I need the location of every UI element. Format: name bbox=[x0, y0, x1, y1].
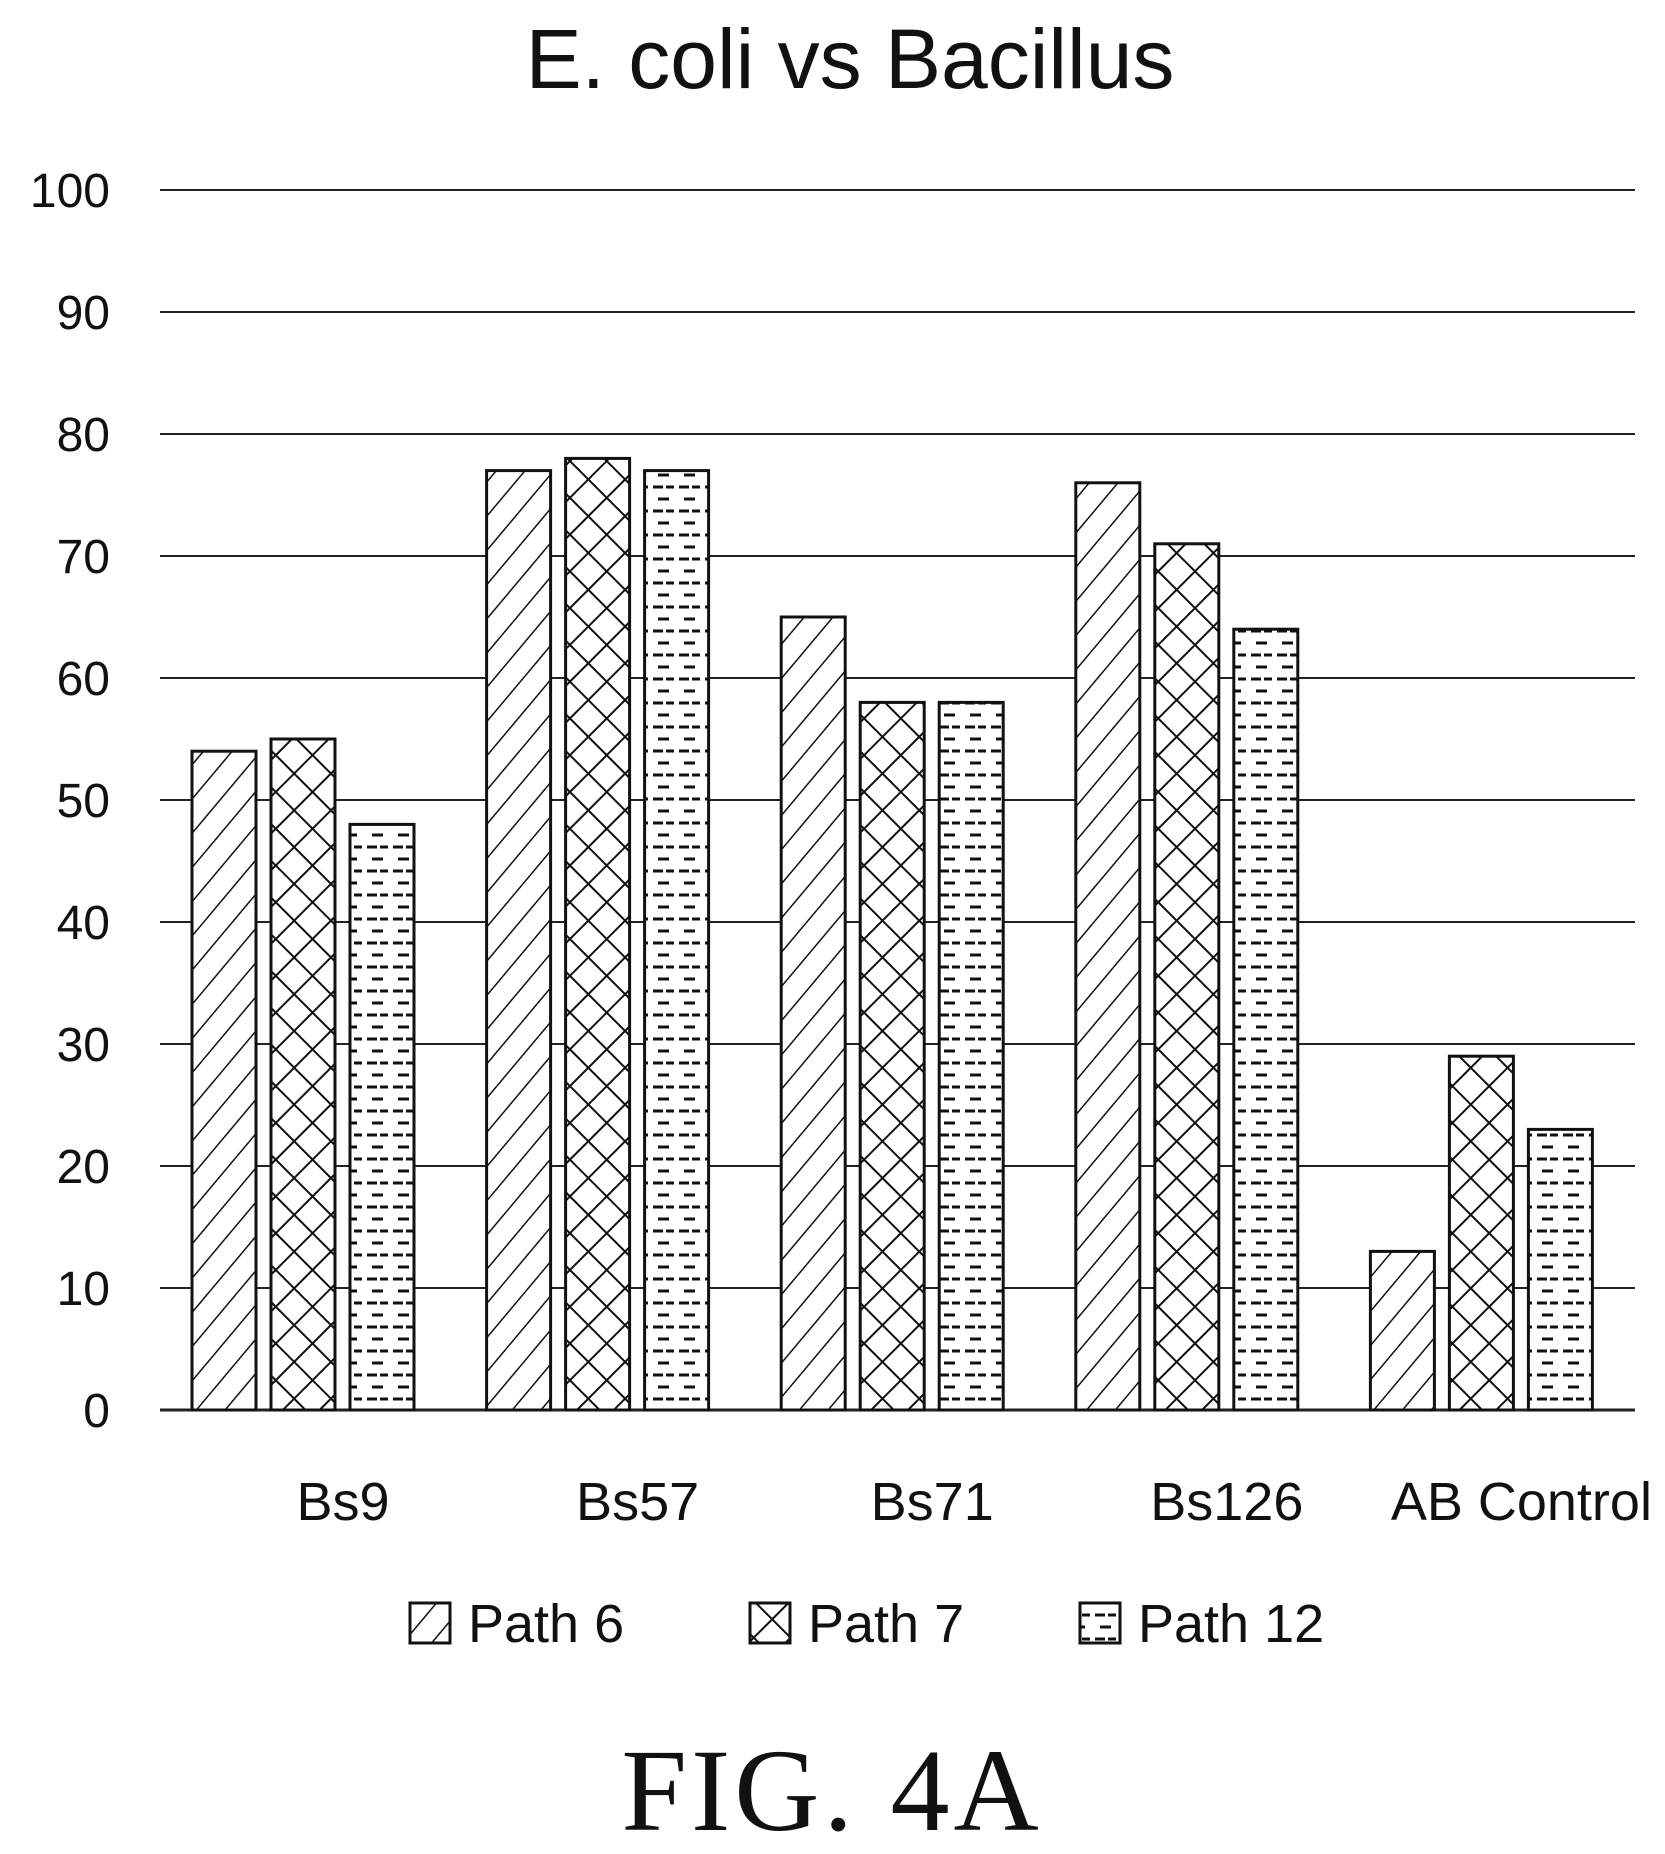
y-tick-label: 50 bbox=[57, 775, 110, 828]
x-axis: Bs9 Bs57 Bs71 Bs126 AB Control bbox=[296, 1472, 1651, 1532]
bar bbox=[1232, 627, 1300, 1412]
legend-label: Path 12 bbox=[1138, 1594, 1324, 1654]
y-tick-label: 80 bbox=[57, 409, 110, 462]
y-tick-label: 70 bbox=[57, 531, 110, 584]
y-tick-label: 60 bbox=[57, 653, 110, 706]
legend-swatch bbox=[408, 1601, 452, 1645]
legend-swatch bbox=[748, 1601, 792, 1645]
y-tick-label: 90 bbox=[57, 287, 110, 340]
x-tick-label: Bs57 bbox=[576, 1472, 699, 1532]
x-tick-label: AB Control bbox=[1391, 1472, 1652, 1532]
x-tick-label: Bs71 bbox=[871, 1472, 994, 1532]
bar bbox=[1074, 481, 1142, 1412]
bar bbox=[858, 700, 926, 1412]
x-tick-label: Bs9 bbox=[296, 1472, 389, 1532]
bar bbox=[779, 615, 847, 1412]
bar bbox=[269, 737, 337, 1412]
bars bbox=[190, 456, 1594, 1412]
bar bbox=[1153, 542, 1221, 1412]
y-tick-label: 40 bbox=[57, 897, 110, 950]
bar bbox=[485, 469, 553, 1412]
legend-label: Path 6 bbox=[468, 1594, 624, 1654]
y-tick-label: 0 bbox=[83, 1385, 110, 1438]
y-tick-label: 10 bbox=[57, 1263, 110, 1316]
y-tick-label: 20 bbox=[57, 1141, 110, 1194]
bar bbox=[643, 469, 711, 1412]
y-tick-label: 30 bbox=[57, 1019, 110, 1072]
legend: Path 6 Path 7 Path 12 bbox=[408, 1594, 1324, 1654]
bar bbox=[1447, 1054, 1515, 1412]
bar bbox=[1368, 1249, 1436, 1412]
legend-label: Path 7 bbox=[808, 1594, 964, 1654]
y-axis: 0 10 20 30 40 50 60 70 80 90 100 bbox=[30, 165, 110, 1438]
y-tick-label: 100 bbox=[30, 165, 110, 218]
bar bbox=[1526, 1127, 1594, 1412]
figure-label: FIG. 4A bbox=[621, 1725, 1042, 1854]
bar bbox=[937, 700, 1005, 1412]
chart-title: E. coli vs Bacillus bbox=[526, 12, 1175, 106]
bar bbox=[348, 822, 416, 1412]
legend-swatch bbox=[1078, 1601, 1122, 1645]
x-tick-label: Bs126 bbox=[1150, 1472, 1303, 1532]
bar bbox=[190, 749, 258, 1412]
bar bbox=[564, 456, 632, 1412]
